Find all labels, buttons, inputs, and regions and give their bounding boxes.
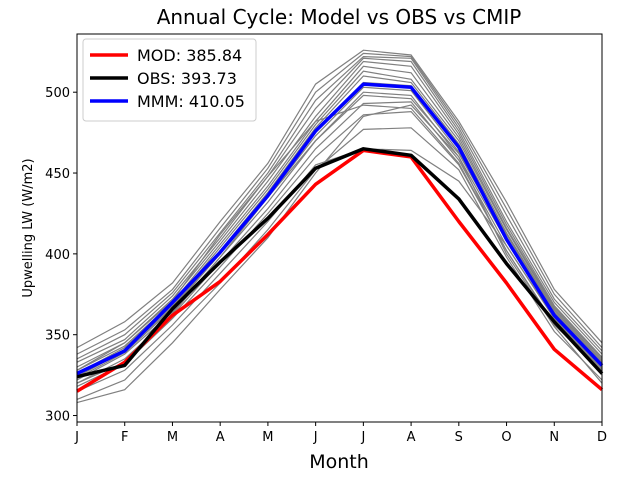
mmm-series-line	[76, 82, 604, 376]
x-tick-label: J	[313, 430, 318, 445]
legend-label-mod: MOD: 385.84	[137, 46, 242, 65]
x-tick-label: S	[455, 430, 463, 445]
y-tick-label: 400	[45, 248, 70, 263]
y-tick-label: 500	[45, 86, 70, 101]
mod-series-line	[76, 148, 604, 393]
cmip-model-line-12	[76, 60, 603, 368]
cmip-model-line-13	[76, 57, 603, 363]
x-tick-label: A	[407, 430, 416, 445]
cmip-model-line-14	[76, 55, 603, 360]
x-tick-label: O	[501, 430, 511, 445]
cmip-model-line-15	[76, 52, 603, 355]
x-axis-label: Month	[309, 451, 369, 473]
x-tick-label: M	[167, 430, 178, 445]
cmip-model-line-2	[76, 127, 603, 400]
x-tick-label: M	[262, 430, 273, 445]
legend-label-mmm: MMM: 410.05	[137, 92, 245, 111]
x-tick-label: D	[597, 430, 607, 445]
x-tick-label: A	[216, 430, 225, 445]
chart-title: Annual Cycle: Model vs OBS vs CMIP	[157, 5, 522, 29]
y-tick-label: 350	[45, 329, 70, 344]
x-tick-label: N	[549, 430, 559, 445]
cmip-model-line-17	[76, 104, 603, 371]
x-tick-label: F	[121, 430, 128, 445]
cmip-model-line-3	[76, 148, 603, 392]
x-tick-label: J	[74, 430, 79, 445]
y-axis-label: Upwelling LW (W/m2)	[21, 158, 36, 297]
obs-series-line	[76, 147, 604, 379]
cmip-model-line-1	[76, 104, 603, 404]
legend-label-obs: OBS: 393.73	[137, 69, 237, 88]
cmip-model-line-16	[76, 49, 603, 349]
legend: MOD: 385.84 OBS: 393.73 MMM: 410.05	[82, 38, 257, 122]
y-tick-label: 300	[45, 410, 70, 425]
x-tick-label: J	[360, 430, 365, 445]
y-tick-label: 450	[45, 167, 70, 182]
plot-frame	[76, 33, 603, 423]
